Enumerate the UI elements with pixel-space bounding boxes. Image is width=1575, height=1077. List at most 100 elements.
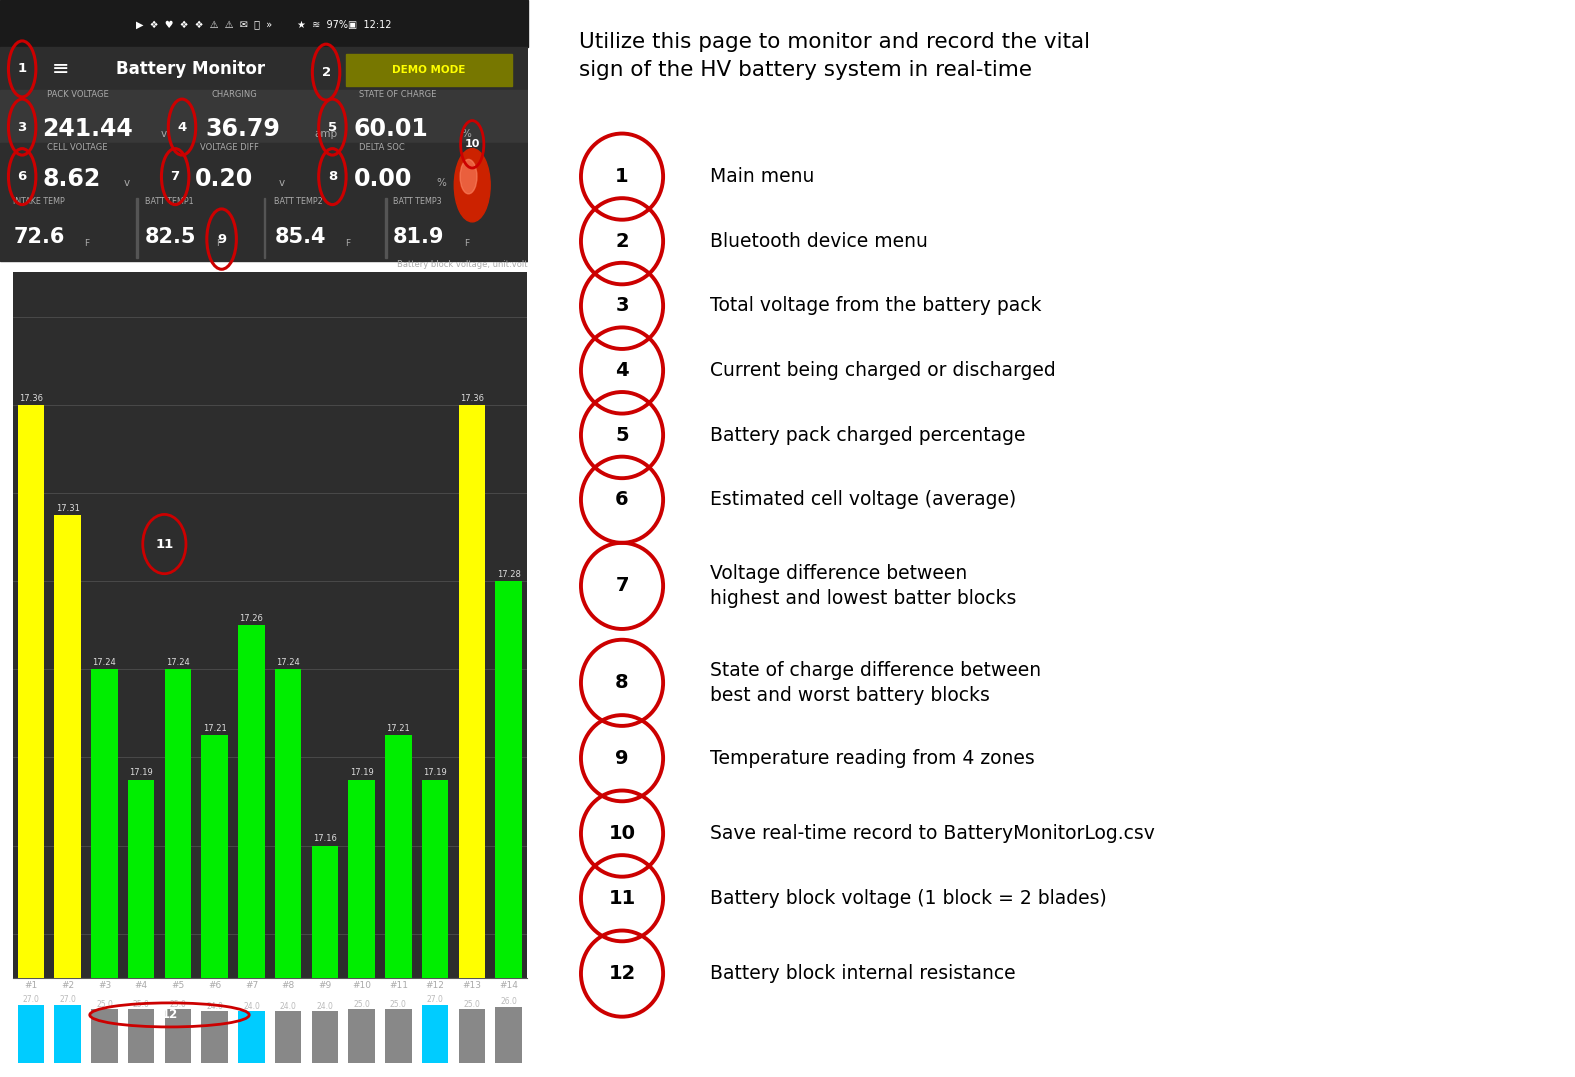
Text: 24.0: 24.0 xyxy=(243,1002,260,1010)
Bar xyxy=(386,1009,411,1063)
Text: 26.0: 26.0 xyxy=(501,997,517,1006)
Bar xyxy=(0,47,528,90)
Bar xyxy=(458,405,485,1077)
Text: 12: 12 xyxy=(161,1008,178,1021)
Text: 17.36: 17.36 xyxy=(460,393,484,403)
Text: 81.9: 81.9 xyxy=(394,227,444,247)
Text: Bluetooth device menu: Bluetooth device menu xyxy=(710,232,928,251)
Bar xyxy=(91,1009,118,1063)
Text: Battery Monitor: Battery Monitor xyxy=(117,60,265,78)
Bar xyxy=(0,143,528,194)
Bar xyxy=(276,1011,301,1063)
Text: 12: 12 xyxy=(608,964,636,983)
Circle shape xyxy=(454,149,490,222)
Text: Current being charged or discharged: Current being charged or discharged xyxy=(710,361,1057,380)
Text: 25.0: 25.0 xyxy=(170,999,186,1008)
Text: Battery block internal resistance: Battery block internal resistance xyxy=(710,964,1016,983)
Text: %: % xyxy=(436,178,447,188)
Text: 82.5: 82.5 xyxy=(145,227,197,247)
Bar xyxy=(165,669,191,1077)
Text: 17.21: 17.21 xyxy=(203,724,227,733)
Bar xyxy=(422,780,449,1077)
Text: ≡: ≡ xyxy=(52,59,69,79)
Text: 8.62: 8.62 xyxy=(43,167,101,191)
Text: 10: 10 xyxy=(608,824,636,843)
Bar xyxy=(135,198,137,258)
Bar xyxy=(202,1011,228,1063)
Text: 0.00: 0.00 xyxy=(353,167,413,191)
Text: 27.0: 27.0 xyxy=(22,995,39,1004)
Text: 25.0: 25.0 xyxy=(132,999,150,1008)
Text: 7: 7 xyxy=(616,576,628,596)
Bar xyxy=(312,1011,339,1063)
Text: 60.01: 60.01 xyxy=(353,117,428,141)
Text: 17.28: 17.28 xyxy=(496,570,521,579)
Text: 17.19: 17.19 xyxy=(129,768,153,778)
Text: 25.0: 25.0 xyxy=(353,999,370,1008)
Text: Save real-time record to BatteryMonitorLog.csv: Save real-time record to BatteryMonitorL… xyxy=(710,824,1154,843)
Text: 4: 4 xyxy=(178,121,187,134)
Text: F: F xyxy=(465,239,469,248)
Text: DELTA SOC: DELTA SOC xyxy=(359,143,405,152)
Text: CELL VOLTAGE: CELL VOLTAGE xyxy=(47,143,109,152)
Text: F: F xyxy=(345,239,351,248)
Text: Total voltage from the battery pack: Total voltage from the battery pack xyxy=(710,296,1041,316)
Bar xyxy=(386,198,387,258)
Bar xyxy=(202,736,228,1077)
Text: 17.24: 17.24 xyxy=(93,658,117,667)
Bar xyxy=(0,0,528,47)
Text: 24.0: 24.0 xyxy=(317,1002,334,1010)
Text: 2: 2 xyxy=(321,66,331,79)
Text: 72.6: 72.6 xyxy=(13,227,65,247)
Text: 17.36: 17.36 xyxy=(19,393,43,403)
Text: 17.31: 17.31 xyxy=(55,504,80,513)
Bar xyxy=(0,194,528,261)
Bar xyxy=(238,625,265,1077)
Bar xyxy=(265,198,266,258)
Text: v: v xyxy=(161,128,167,139)
Text: 1: 1 xyxy=(17,62,27,75)
Bar xyxy=(422,1005,449,1063)
Text: 7: 7 xyxy=(170,170,180,183)
Text: 1: 1 xyxy=(616,167,628,186)
Text: 6: 6 xyxy=(17,170,27,183)
Text: 25.0: 25.0 xyxy=(391,999,406,1008)
Text: v: v xyxy=(124,178,131,188)
Text: 85.4: 85.4 xyxy=(274,227,326,247)
Text: 17.16: 17.16 xyxy=(313,835,337,843)
Text: 25.0: 25.0 xyxy=(463,999,480,1008)
Text: Battery block voltage (1 block = 2 blades): Battery block voltage (1 block = 2 blade… xyxy=(710,889,1107,908)
Text: v: v xyxy=(279,178,285,188)
Text: Battery block voltage, unit:volt: Battery block voltage, unit:volt xyxy=(397,260,528,269)
Text: 24.0: 24.0 xyxy=(280,1002,296,1010)
Bar xyxy=(496,582,521,1077)
Text: 27.0: 27.0 xyxy=(60,995,76,1004)
Text: F: F xyxy=(85,239,90,248)
Text: Main menu: Main menu xyxy=(710,167,814,186)
Text: 17.19: 17.19 xyxy=(350,768,373,778)
Text: Battery pack charged percentage: Battery pack charged percentage xyxy=(710,425,1025,445)
Text: 17.21: 17.21 xyxy=(386,724,411,733)
Bar xyxy=(312,845,339,1077)
Bar xyxy=(55,1005,80,1063)
Text: 5: 5 xyxy=(616,425,628,445)
Bar xyxy=(17,1005,44,1063)
Bar xyxy=(276,669,301,1077)
Text: F: F xyxy=(216,239,222,248)
Text: 3: 3 xyxy=(17,121,27,134)
Bar xyxy=(128,1009,154,1063)
Text: VOLTAGE DIFF: VOLTAGE DIFF xyxy=(200,143,260,152)
Text: Voltage difference between
highest and lowest batter blocks: Voltage difference between highest and l… xyxy=(710,564,1017,607)
Text: 9: 9 xyxy=(616,749,628,768)
Text: State of charge difference between
best and worst battery blocks: State of charge difference between best … xyxy=(710,661,1041,704)
Text: 9: 9 xyxy=(217,233,227,246)
Text: DEMO MODE: DEMO MODE xyxy=(392,65,465,75)
Text: 6: 6 xyxy=(616,490,628,509)
Bar xyxy=(55,515,80,1077)
Text: CHARGING: CHARGING xyxy=(211,90,257,99)
Bar xyxy=(458,1009,485,1063)
Text: ▶  ❖  ♥  ❖  ❖  ⚠  ⚠  ✉  ⎘  »        ★  ≋  97%▣  12:12: ▶ ❖ ♥ ❖ ❖ ⚠ ⚠ ✉ ⎘ » ★ ≋ 97%▣ 12:12 xyxy=(135,18,392,29)
Text: BATT TEMP3: BATT TEMP3 xyxy=(394,197,441,206)
Text: 0.20: 0.20 xyxy=(195,167,254,191)
Bar xyxy=(345,54,512,86)
